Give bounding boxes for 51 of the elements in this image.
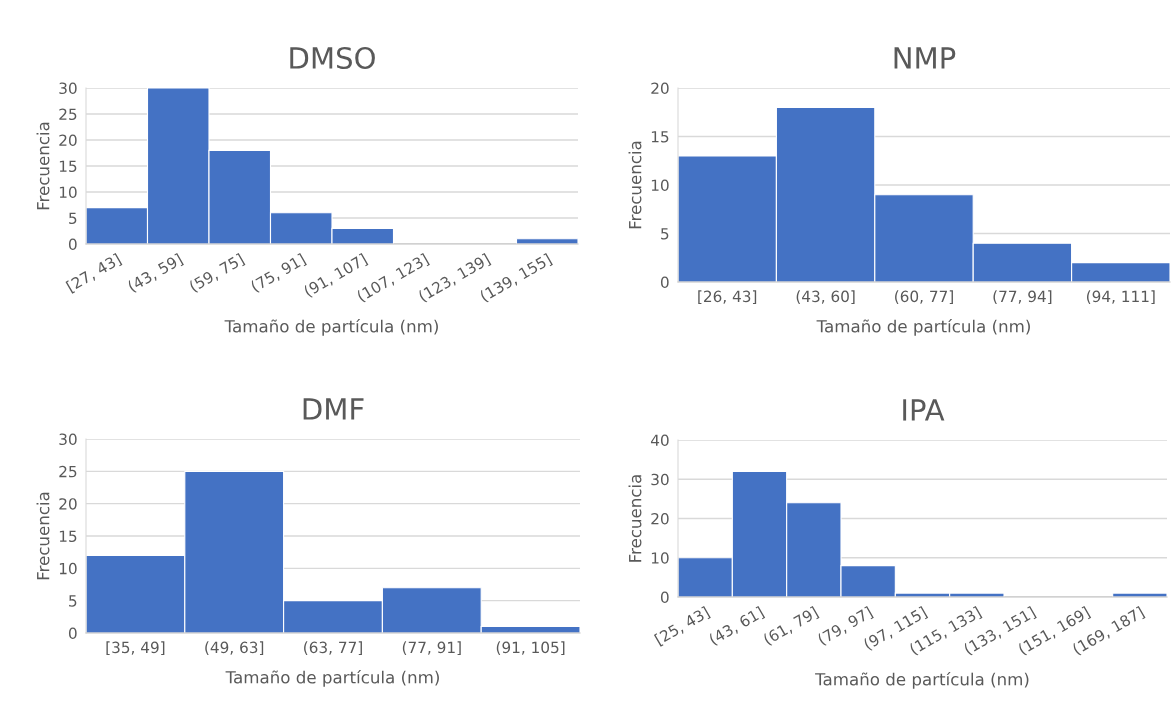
- y-tick-label: 10: [59, 562, 77, 575]
- y-tick-label: 0: [68, 238, 77, 251]
- y-tick-label: 20: [651, 512, 669, 525]
- x-tick-label: (77, 94]: [993, 290, 1052, 304]
- bar: [1112, 592, 1167, 597]
- y-tick-label: 5: [69, 595, 77, 607]
- chart-title: DMF: [303, 398, 364, 420]
- y-tick-label: 0: [68, 627, 77, 640]
- x-tick-label: (43, 59]: [126, 252, 184, 294]
- chart-title: NMP: [894, 47, 956, 69]
- chart-title: DMSO: [290, 46, 375, 69]
- y-tick-label: 5: [69, 212, 77, 225]
- x-tick-label: (91, 105]: [496, 641, 565, 655]
- x-tick-label: (63, 77]: [304, 641, 362, 655]
- y-tick-label: 10: [59, 186, 77, 199]
- y-tick-label: 40: [650, 434, 669, 447]
- y-tick-label: 30: [59, 433, 77, 446]
- y-tick-label: 20: [651, 82, 669, 95]
- y-tick-label: 10: [651, 179, 669, 192]
- x-tick-label: (59, 75]: [188, 252, 246, 294]
- y-tick-label: 0: [660, 591, 669, 604]
- y-tick-label: 30: [651, 473, 669, 486]
- y-tick-label: 15: [59, 530, 77, 543]
- y-axis-title: Frecuencia: [36, 122, 50, 210]
- y-tick-label: 15: [59, 160, 77, 173]
- y-axis-title: Frecuencia: [36, 492, 50, 580]
- x-axis-title: Tamaño de partícula (nm): [816, 319, 1030, 336]
- x-axis-title: Tamaño de partícula (nm): [815, 672, 1029, 689]
- x-tick-label: (77, 91]: [402, 641, 461, 655]
- x-tick-label: (49, 63]: [205, 641, 264, 655]
- y-tick-label: 25: [59, 465, 77, 478]
- x-tick-label: [26, 43]: [698, 290, 757, 304]
- x-axis-title: Tamaño de partícula (nm): [225, 670, 439, 687]
- y-tick-label: 15: [651, 131, 669, 143]
- y-tick-label: 20: [59, 498, 77, 510]
- x-tick-label: [35, 49]: [106, 641, 165, 655]
- y-tick-label: 30: [59, 82, 77, 95]
- x-axis-title: Tamaño de partícula (nm): [224, 319, 438, 336]
- x-tick-label: [27, 43]: [65, 252, 123, 294]
- y-tick-label: 10: [651, 552, 669, 564]
- y-tick-label: 25: [59, 108, 77, 121]
- x-tick-label: [25, 43]: [653, 605, 711, 647]
- y-axis-title: Frecuencia: [628, 141, 642, 229]
- y-axis-title: Frecuencia: [628, 475, 642, 562]
- x-tick-label: (43, 60]: [796, 290, 855, 304]
- x-tick-label: (60, 77]: [895, 290, 953, 304]
- x-tick-label: (94, 111]: [1087, 290, 1155, 304]
- y-tick-label: 0: [660, 276, 669, 289]
- chart-title: IPA: [903, 399, 945, 421]
- y-tick-label: 20: [59, 134, 77, 147]
- y-tick-label: 5: [661, 228, 669, 240]
